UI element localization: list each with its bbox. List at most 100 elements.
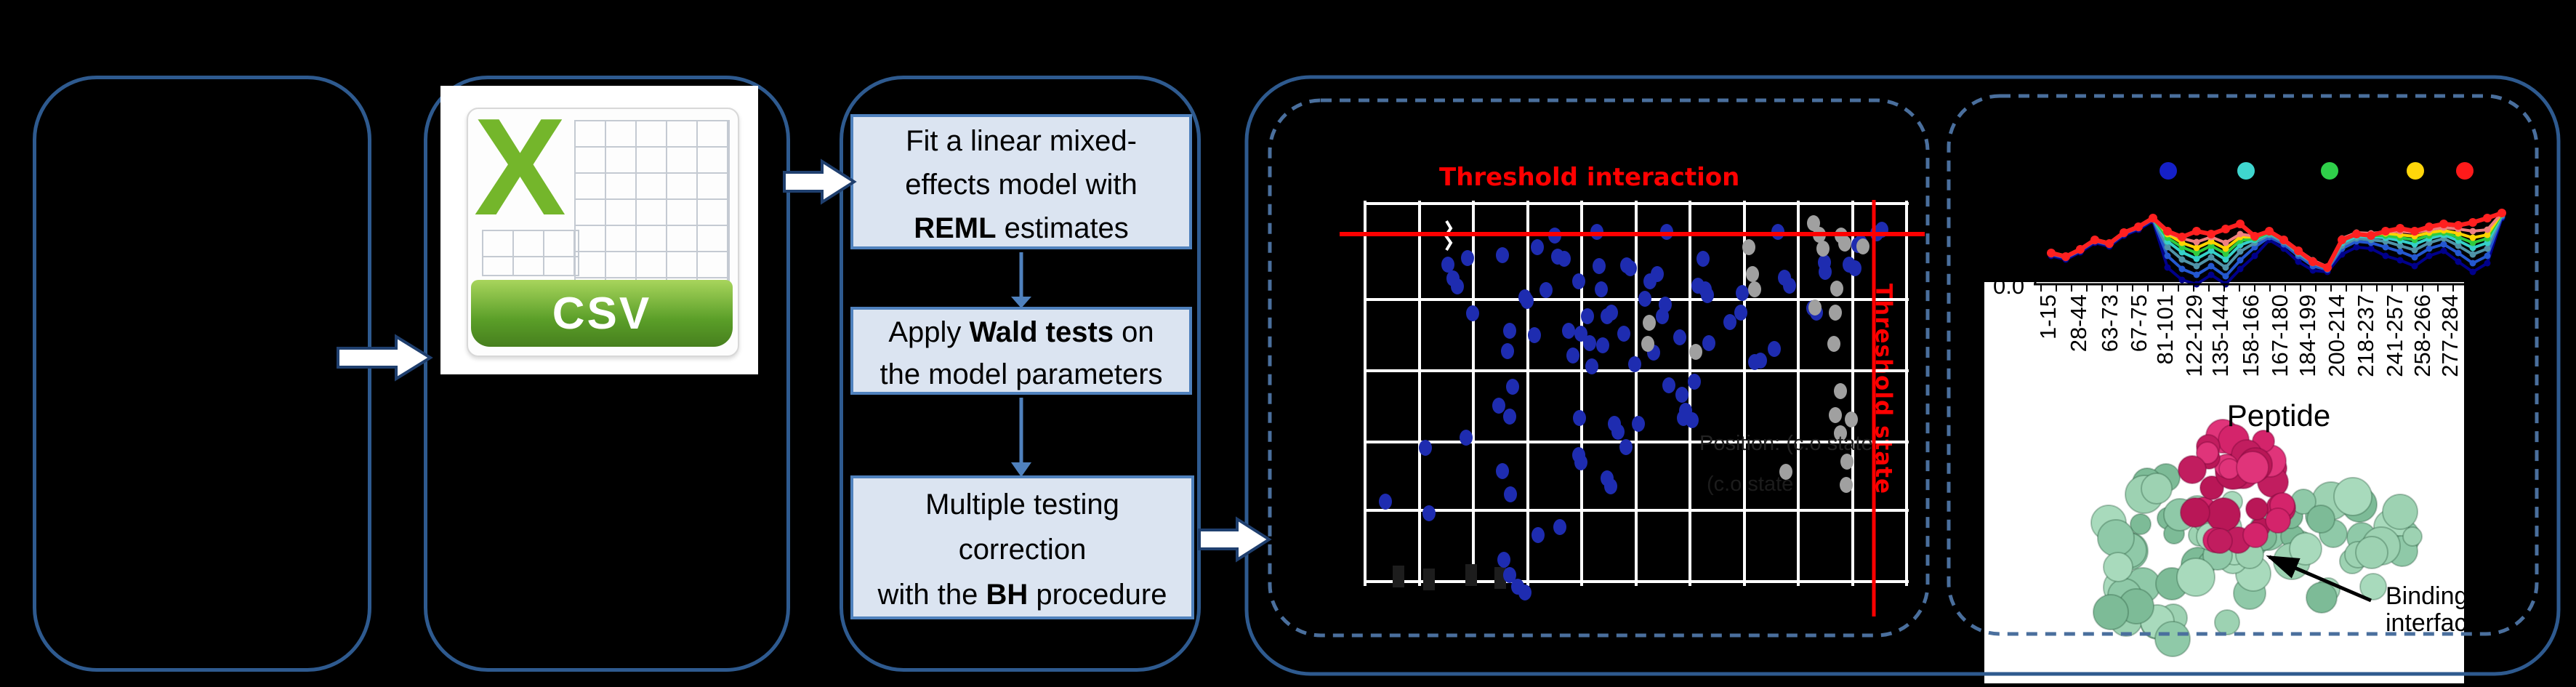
uptake-marker-red: [2134, 222, 2143, 231]
uptake-marker-navy: [2455, 258, 2462, 265]
uptake-marker-blue: [2237, 257, 2244, 264]
uptake-marker-green: [2266, 229, 2273, 236]
uptake-marker-green: [2251, 235, 2258, 242]
scatter-point-blue: [1843, 257, 1856, 273]
uptake-marker-cadet: [2135, 224, 2142, 231]
uptake-marker-yellow: [2280, 236, 2287, 243]
scatter-ghost-tick: [1494, 567, 1506, 589]
uptake-marker-salmon: [2048, 249, 2055, 257]
uptake-marker-turquoise: [2280, 237, 2287, 244]
uptake-marker-turquoise: [2120, 229, 2128, 236]
uptake-line-yellow: [2050, 212, 2503, 270]
uptake-marker-red: [2192, 227, 2201, 236]
scatter-points: [1379, 215, 1888, 600]
scatter-point-blue: [1419, 440, 1432, 456]
uptake-marker-yellow: [2426, 229, 2433, 236]
uptake-marker-navy: [2338, 251, 2346, 258]
uptake-line-red: [2050, 211, 2503, 270]
uptake-marker-navy: [2309, 267, 2317, 274]
uptake-marker-navy: [2062, 256, 2069, 263]
uptake-marker-blue: [2106, 241, 2113, 249]
scatter-point-gray: [1746, 266, 1759, 282]
uptake-marker-yellow: [2222, 245, 2229, 252]
peptide-tick-label: 167-180: [2267, 294, 2293, 377]
scatter-point-gray: [1807, 215, 1820, 231]
scatter-point-gray: [1689, 344, 1702, 360]
scatter-point-gray: [1643, 315, 1656, 331]
uptake-marker-cadet: [2164, 244, 2171, 251]
scatter-point-gray: [1830, 281, 1843, 297]
uptake-marker-turquoise: [2498, 211, 2505, 218]
scatter-point-blue: [1573, 410, 1586, 426]
uptake-marker-cadet: [2062, 254, 2069, 261]
uptake-marker-turquoise: [2455, 237, 2462, 244]
uptake-marker-cadet: [2237, 248, 2244, 255]
uptake-plot: [2034, 162, 2513, 292]
scatter-point-blue: [1691, 278, 1704, 294]
scatter-point-blue: [1451, 278, 1464, 294]
uptake-marker-blue: [2164, 252, 2171, 260]
uptake-marker-cadet: [2091, 237, 2098, 244]
uptake-marker-red: [2439, 220, 2448, 228]
uptake-marker-turquoise: [2091, 236, 2098, 244]
scatter-point-blue: [1379, 494, 1392, 510]
scatter-point-blue: [1460, 430, 1473, 446]
uptake-marker-red: [2221, 225, 2230, 233]
uptake-marker-blue: [2048, 251, 2055, 258]
uptake-marker-navy: [2149, 217, 2157, 225]
scatter-point-blue: [1677, 410, 1690, 426]
uptake-line-navy: [2050, 217, 2503, 286]
uptake-marker-green: [2324, 265, 2331, 272]
scatter-point-blue: [1422, 505, 1436, 521]
scatter-point-blue: [1611, 424, 1625, 440]
uptake-marker-yellow: [2338, 236, 2346, 243]
step3-box: [840, 76, 1201, 672]
uptake-marker-blue: [2382, 244, 2389, 251]
uptake-marker-turquoise: [2324, 265, 2331, 272]
uptake-marker-yellow: [2469, 234, 2476, 241]
uptake-marker-salmon: [2295, 246, 2302, 254]
uptake-marker-turquoise: [2251, 236, 2258, 244]
uptake-marker-salmon: [2193, 238, 2200, 246]
uptake-marker-navy: [2266, 236, 2273, 244]
uptake-marker-blue: [2324, 266, 2331, 273]
uptake-marker-cadet: [2411, 246, 2418, 254]
uptake-marker-navy: [2207, 271, 2215, 278]
uptake-marker-red: [2250, 232, 2259, 241]
scatter-point-blue: [1818, 254, 1831, 270]
uptake-marker-yellow: [2411, 233, 2418, 240]
scatter-ghost-tick: [1465, 564, 1477, 586]
step-arrow-3: [1198, 516, 1272, 563]
uptake-marker-yellow: [2062, 252, 2069, 260]
scatter-point-blue: [1446, 270, 1460, 286]
uptake-marker-green: [2469, 239, 2476, 246]
uptake-marker-salmon: [2222, 239, 2229, 246]
scatter-point-blue: [1854, 235, 1867, 251]
peptide-tick-label: 258-266: [2410, 294, 2435, 377]
uptake-marker-navy: [2135, 226, 2142, 233]
uptake-marker-red: [2352, 230, 2361, 238]
uptake-marker-salmon: [2367, 230, 2375, 237]
uptake-marker-green: [2396, 234, 2404, 241]
uptake-marker-cadet: [2338, 242, 2346, 249]
scatter-point-blue: [1754, 353, 1767, 369]
uptake-marker-green: [2237, 237, 2244, 244]
scatter-point-blue: [1617, 326, 1630, 342]
scatter-point-blue: [1688, 374, 1701, 390]
peptide-tick-label: 184-199: [2295, 294, 2320, 377]
scatter-point-blue: [1702, 335, 1715, 351]
uptake-marker-red: [2061, 252, 2070, 261]
uptake-marker-turquoise: [2353, 233, 2360, 240]
uptake-marker-salmon: [2396, 228, 2404, 235]
uptake-marker-cadet: [2324, 265, 2331, 273]
uptake-marker-red: [2338, 236, 2346, 244]
uptake-marker-turquoise: [2367, 233, 2375, 241]
uptake-marker-salmon: [2382, 228, 2389, 236]
uptake-marker-yellow: [2077, 245, 2084, 252]
uptake-marker-cadet: [2222, 264, 2229, 271]
uptake-marker-cadet: [2048, 250, 2055, 257]
uptake-marker-blue: [2135, 225, 2142, 232]
scatter-right-threshold-label: Threshold state: [1870, 284, 1896, 494]
peptide-axis-title: Peptide: [2226, 398, 2331, 433]
uptake-marker-yellow: [2455, 230, 2462, 237]
